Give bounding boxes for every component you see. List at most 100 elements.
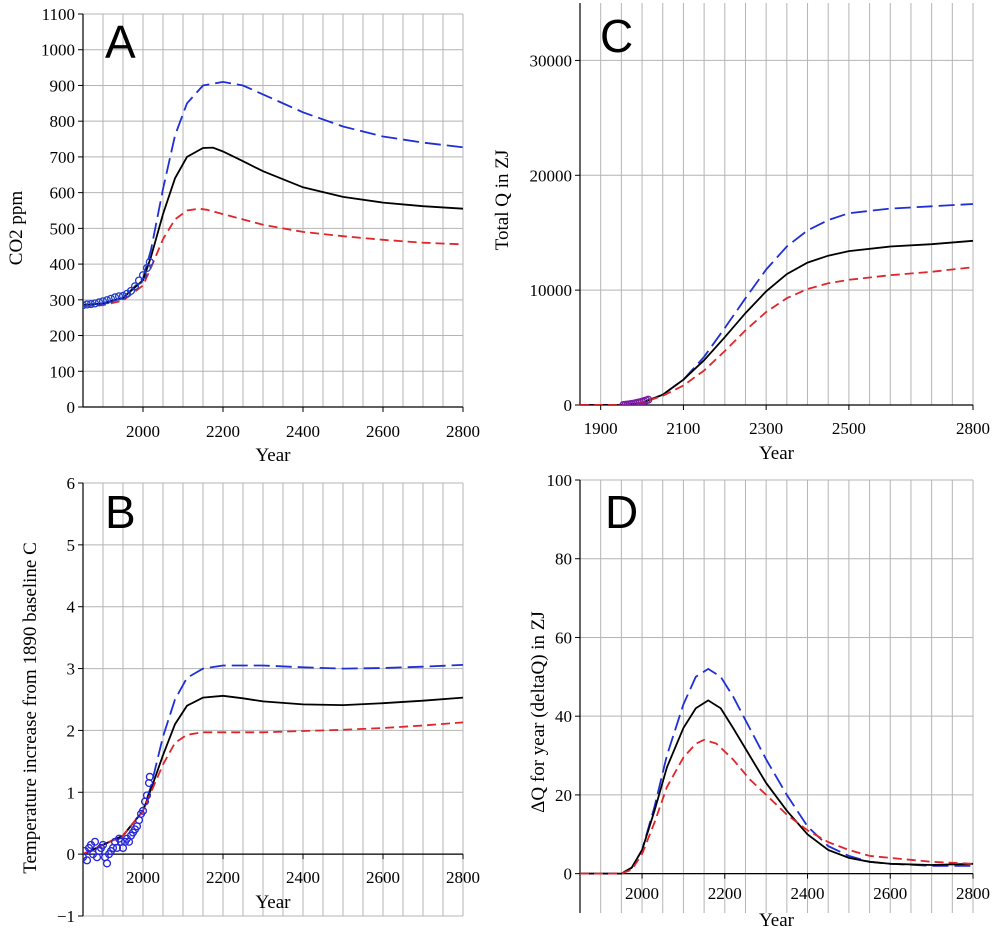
observed-point	[94, 298, 104, 307]
grid-lines	[580, 3, 974, 405]
y-axis-label: CO2 ppm	[6, 191, 27, 266]
observed-point	[145, 772, 154, 781]
x-tick-label: 2200	[206, 868, 240, 887]
x-tick-label: 2100	[666, 419, 700, 438]
observed-point	[145, 257, 154, 266]
observed-point	[118, 291, 128, 300]
series-line-low	[580, 738, 973, 875]
y-tick-label: 60	[555, 628, 572, 647]
observed-point	[126, 286, 136, 295]
observed-point	[138, 271, 148, 280]
grid-lines	[580, 479, 974, 913]
y-tick-label: 0	[564, 396, 573, 415]
x-tick-label: 2800	[956, 419, 990, 438]
observed-point	[102, 296, 112, 305]
y-tick-label: 100	[547, 471, 573, 490]
y-tick-label: 0	[564, 865, 573, 884]
y-tick-label: 0	[67, 845, 76, 864]
observed-point	[112, 843, 122, 853]
series-line-mid	[83, 694, 463, 855]
series-line-mid	[580, 239, 973, 405]
y-tick-label: 800	[50, 112, 76, 131]
panel-a: 0 100 200 300 400 500 600 700 800 900 1000 1100 2000…	[6, 5, 480, 466]
y-tick-label: 300	[50, 291, 76, 310]
y-tick-label: 1100	[42, 5, 75, 24]
panel-b: −1 0 1 2 3 4 5 6 2000 2200 2400 2600 2800 Year Tempera…	[20, 474, 480, 926]
y-tick-label: 10000	[530, 281, 573, 300]
y-tick-label: 30000	[530, 51, 573, 70]
panel-c: 0 10000 20000 30000 1900 2100 2300 2500 2800 Year…	[492, 3, 990, 464]
series-line-low	[580, 266, 973, 405]
observed-point	[90, 299, 100, 308]
observed-point	[644, 395, 653, 404]
series-line-high	[580, 667, 973, 875]
x-axis-label: Year	[759, 910, 795, 931]
observed-point	[106, 294, 116, 303]
observed-point	[83, 856, 92, 865]
y-tick-label: 900	[50, 76, 76, 95]
observed-points	[83, 257, 154, 310]
x-tick-label: 2300	[749, 419, 783, 438]
x-tick-label: 1900	[584, 419, 618, 438]
y-tick-label: 0	[67, 398, 76, 417]
x-tick-label: 2500	[832, 419, 866, 438]
series-line-high	[83, 80, 463, 307]
observed-point	[83, 301, 88, 310]
series-line-low	[83, 721, 463, 855]
series-line-mid	[83, 146, 463, 307]
x-tick-label: 2800	[956, 884, 990, 903]
observed-point	[110, 293, 120, 302]
x-tick-label: 2600	[366, 868, 400, 887]
panel-letter: C	[600, 10, 633, 62]
x-tick-label: 2600	[366, 422, 400, 441]
observed-point	[138, 806, 148, 815]
observed-point	[134, 276, 144, 285]
series-line-low	[83, 207, 463, 308]
x-tick-label: 2800	[446, 868, 480, 887]
y-tick-label: 20	[555, 786, 572, 805]
x-tick-label: 2600	[873, 884, 907, 903]
y-tick-label: −1	[57, 907, 75, 926]
observed-points	[619, 395, 653, 405]
panel-letter: A	[105, 16, 136, 68]
y-axis-label: ΔQ for year (deltaQ) in ZJ	[528, 611, 549, 813]
y-tick-label: 700	[50, 148, 76, 167]
series-line-high	[83, 664, 463, 855]
y-tick-label: 1000	[41, 41, 75, 60]
panel-d: 0 20 40 60 80 100 2000 2200 2400 2600 2800 Year ΔQ f…	[528, 471, 990, 931]
y-tick-label: 400	[50, 255, 76, 274]
observed-point	[102, 859, 112, 868]
y-tick-label: 80	[555, 550, 572, 569]
x-tick-label: 2200	[206, 422, 240, 441]
x-tick-label: 2400	[286, 868, 320, 887]
x-axis-label: Year	[759, 443, 795, 464]
observed-point	[130, 282, 140, 291]
observed-point	[90, 837, 100, 846]
x-axis-label: Year	[255, 892, 291, 913]
x-tick-label: 2800	[446, 422, 480, 441]
observed-point	[114, 292, 124, 301]
x-tick-label: 2000	[126, 422, 160, 441]
panel-letter: D	[605, 486, 638, 538]
y-tick-label: 20000	[530, 166, 573, 185]
panel-letter: B	[105, 486, 136, 538]
y-tick-label: 40	[555, 707, 572, 726]
x-tick-label: 2000	[126, 868, 160, 887]
y-tick-label: 4	[67, 598, 76, 617]
observed-point	[98, 297, 108, 306]
x-tick-label: 2000	[625, 884, 659, 903]
y-tick-label: 5	[67, 536, 76, 555]
y-tick-label: 500	[50, 219, 76, 238]
y-tick-label: 2	[67, 721, 76, 740]
observed-point	[142, 791, 152, 800]
x-tick-label: 2400	[791, 884, 825, 903]
y-axis-label: Total Q in ZJ	[492, 150, 513, 251]
observed-points	[83, 772, 154, 868]
grid-lines	[83, 482, 464, 917]
observed-point	[98, 840, 108, 849]
x-tick-label: 2400	[286, 422, 320, 441]
y-axis-label: Temperature increase from 1890 baseline …	[20, 542, 41, 874]
y-tick-label: 1	[67, 783, 76, 802]
x-tick-label: 2200	[708, 884, 742, 903]
y-tick-label: 3	[67, 660, 76, 679]
